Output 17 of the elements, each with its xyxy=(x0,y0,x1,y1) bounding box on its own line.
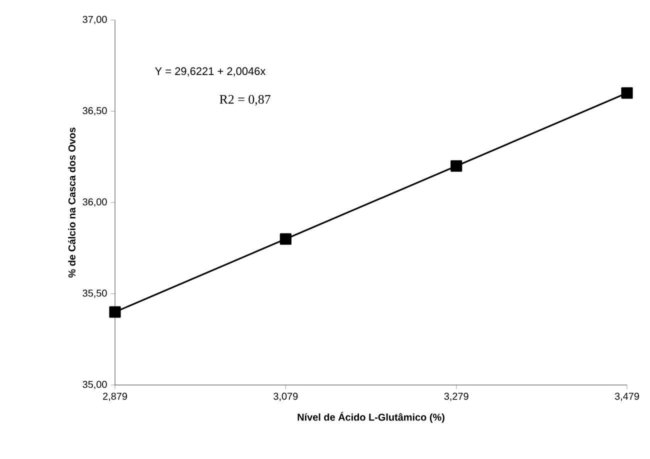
point xyxy=(280,233,292,245)
y-axis-title: % de Cálcio na Casca dos Ovos xyxy=(68,128,76,278)
y-tick-label: 36,50 xyxy=(82,107,107,116)
point xyxy=(621,87,633,99)
annotation: Y = 29,6221 + 2,0046x xyxy=(155,67,266,76)
x-tick-label: 3,479 xyxy=(614,392,640,402)
point xyxy=(450,160,462,172)
annotation: R2 = 0,87 xyxy=(220,95,270,106)
y-tick-label: 35,00 xyxy=(82,380,107,390)
point xyxy=(109,306,121,318)
x-tick-label: 2,879 xyxy=(103,392,127,402)
y-tick-label: 36,00 xyxy=(82,198,107,207)
x-tick-label: 3,079 xyxy=(274,392,298,402)
x-axis-title: Nível de Ácido L-Glutâmico (%) xyxy=(298,412,444,423)
y-tick-label: 35,50 xyxy=(82,290,107,298)
x-tick-label: 3,279 xyxy=(444,392,468,402)
y-tick-label: 37,00 xyxy=(82,16,107,24)
